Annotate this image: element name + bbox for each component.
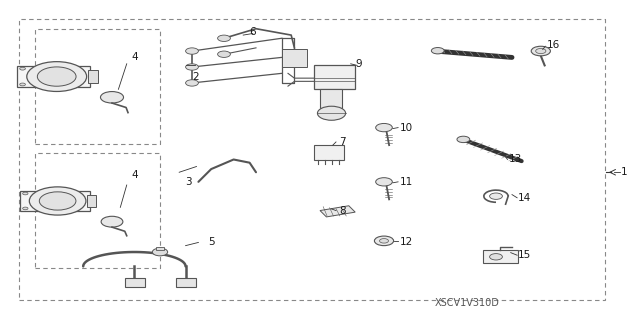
- Circle shape: [531, 46, 550, 56]
- Text: 8: 8: [339, 205, 346, 216]
- Circle shape: [100, 92, 124, 103]
- Bar: [314, 145, 344, 160]
- Polygon shape: [320, 206, 355, 217]
- Bar: [35, 29, 160, 144]
- Circle shape: [376, 123, 392, 132]
- Bar: [35, 153, 160, 268]
- Text: 5: 5: [208, 237, 214, 248]
- Bar: [87, 195, 96, 207]
- Circle shape: [29, 187, 86, 215]
- Text: 11: 11: [400, 177, 413, 187]
- Circle shape: [152, 248, 168, 256]
- Bar: [156, 247, 164, 250]
- Circle shape: [37, 67, 76, 86]
- Bar: [20, 191, 90, 211]
- Bar: [282, 49, 307, 67]
- Bar: [320, 89, 342, 108]
- Text: 3: 3: [186, 177, 192, 187]
- Text: 4: 4: [131, 170, 138, 181]
- Circle shape: [376, 178, 392, 186]
- Circle shape: [536, 48, 546, 54]
- Circle shape: [374, 236, 394, 246]
- Text: 16: 16: [547, 40, 560, 50]
- Circle shape: [380, 239, 388, 243]
- Bar: [483, 250, 518, 263]
- Circle shape: [457, 136, 470, 143]
- Bar: [19, 19, 605, 300]
- Circle shape: [101, 216, 123, 227]
- Text: 6: 6: [250, 27, 256, 37]
- Circle shape: [218, 51, 230, 57]
- Circle shape: [186, 80, 198, 86]
- Text: 1: 1: [621, 167, 627, 177]
- Circle shape: [490, 193, 502, 199]
- Circle shape: [186, 48, 198, 54]
- Bar: [17, 66, 90, 87]
- Text: 15: 15: [518, 250, 531, 260]
- Text: 9: 9: [355, 59, 362, 69]
- Circle shape: [490, 254, 502, 260]
- Circle shape: [20, 83, 26, 86]
- Text: 12: 12: [400, 237, 413, 248]
- Bar: [314, 65, 355, 89]
- Circle shape: [431, 48, 444, 54]
- Text: 10: 10: [400, 122, 413, 133]
- Bar: [88, 70, 97, 83]
- Circle shape: [317, 106, 346, 120]
- Text: 4: 4: [131, 52, 138, 63]
- Circle shape: [22, 207, 28, 210]
- Circle shape: [22, 192, 28, 195]
- Circle shape: [39, 192, 76, 210]
- Text: 7: 7: [339, 137, 346, 147]
- Circle shape: [218, 35, 230, 41]
- Text: XSCV1V310D: XSCV1V310D: [435, 298, 500, 308]
- Text: 14: 14: [518, 193, 531, 203]
- Text: 13: 13: [509, 154, 522, 165]
- Circle shape: [186, 64, 198, 70]
- Bar: [176, 278, 196, 287]
- Circle shape: [27, 62, 86, 92]
- Circle shape: [20, 67, 26, 70]
- Text: 2: 2: [192, 71, 198, 82]
- Bar: [125, 278, 145, 287]
